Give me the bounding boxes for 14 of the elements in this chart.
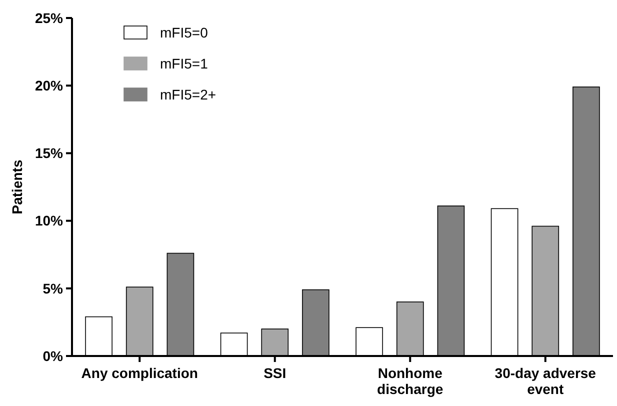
- y-tick-label: 0%: [42, 348, 64, 364]
- x-tick-label: SSI: [264, 365, 286, 381]
- y-axis-title: Patients: [9, 160, 25, 214]
- y-tick-label: 10%: [34, 212, 64, 229]
- x-tick-label: 30-day adverse event: [494, 365, 596, 397]
- legend-label: mFI5=0: [160, 24, 208, 40]
- y-tick-label: 15%: [34, 145, 64, 162]
- y-tick-label: 25%: [34, 10, 64, 26]
- legend-label: mFI5=2+: [160, 86, 216, 102]
- y-tick-label: 20%: [34, 78, 64, 94]
- legend-label: mFI5=1: [160, 55, 208, 72]
- y-tick-label: 5%: [42, 280, 64, 296]
- x-tick-label: Nonhome discharge: [377, 365, 444, 397]
- x-tick-label: Any complication: [81, 365, 198, 381]
